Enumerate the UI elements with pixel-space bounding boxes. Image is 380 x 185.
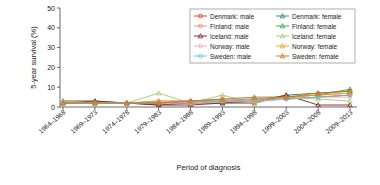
y-tick bbox=[57, 107, 60, 108]
legend-swatch bbox=[194, 26, 207, 27]
y-tick-label: 0 bbox=[51, 104, 55, 111]
point bbox=[220, 97, 225, 101]
legend-swatch bbox=[194, 56, 207, 57]
y-tick-label: 30 bbox=[47, 44, 55, 51]
legend-label: Iceland: female bbox=[292, 33, 336, 40]
point bbox=[316, 103, 321, 107]
legend-label: Finland: male bbox=[210, 23, 249, 30]
series-line bbox=[63, 91, 350, 103]
point bbox=[348, 103, 353, 107]
legend-marker bbox=[280, 24, 285, 28]
point bbox=[156, 91, 161, 95]
x-tick-label: 1984–1988 bbox=[165, 108, 195, 135]
legend: Denmark: male Denmark: female Finland: mal… bbox=[190, 9, 355, 63]
legend-marker bbox=[280, 34, 285, 38]
legend-label: Sweden: female bbox=[292, 53, 339, 60]
legend-marker bbox=[280, 54, 285, 58]
y-tick-label: 10 bbox=[47, 84, 55, 91]
legend-label: Finland: female bbox=[292, 23, 337, 30]
point bbox=[316, 95, 320, 99]
point bbox=[252, 95, 257, 99]
series-line bbox=[63, 89, 350, 103]
chart: 010203040501964–19681969–19731974–197819… bbox=[0, 0, 380, 185]
legend-swatch bbox=[276, 16, 289, 17]
x-tick-label: 1999–2003 bbox=[260, 108, 290, 135]
point bbox=[348, 89, 353, 93]
legend-swatch bbox=[276, 26, 289, 27]
legend-label: Norway: female bbox=[292, 43, 338, 51]
y-tick bbox=[57, 87, 60, 88]
legend-label: Norway: male bbox=[210, 43, 250, 51]
legend-marker bbox=[198, 34, 203, 38]
series-line bbox=[63, 95, 350, 103]
y-tick bbox=[57, 47, 60, 48]
point bbox=[188, 99, 193, 103]
y-tick-label: 40 bbox=[47, 24, 55, 31]
legend-marker bbox=[199, 24, 203, 28]
x-tick-label: 1994–1998 bbox=[229, 108, 259, 135]
y-tick bbox=[57, 8, 60, 9]
y-tick bbox=[57, 67, 60, 68]
legend-marker bbox=[199, 54, 203, 58]
legend-box bbox=[190, 9, 355, 63]
legend-marker bbox=[280, 14, 285, 18]
point bbox=[61, 101, 66, 105]
point bbox=[348, 99, 353, 103]
x-tick-label: 1989–1993 bbox=[197, 108, 227, 135]
x-tick-label: 1974–1978 bbox=[101, 108, 131, 135]
point bbox=[284, 95, 289, 99]
x-axis bbox=[60, 107, 357, 108]
point bbox=[124, 101, 129, 105]
point bbox=[316, 91, 321, 95]
x-tick-label: 1964–1968 bbox=[37, 108, 67, 135]
y-tick bbox=[57, 27, 60, 28]
x-axis-title: Period of diagnosis bbox=[177, 163, 241, 172]
legend-marker bbox=[199, 14, 203, 18]
x-tick-label: 2004–2008 bbox=[292, 108, 322, 135]
legend-swatch bbox=[276, 36, 289, 37]
legend-label: Sweden: male bbox=[210, 53, 252, 60]
legend-swatch bbox=[194, 36, 207, 37]
y-tick-label: 50 bbox=[47, 5, 55, 12]
y-axis-title: 5-year survival (%) bbox=[29, 26, 38, 89]
legend-swatch bbox=[194, 16, 207, 17]
point bbox=[93, 101, 98, 105]
y-axis bbox=[60, 8, 61, 107]
legend-marker bbox=[280, 44, 285, 48]
x-tick-label: 1969–1973 bbox=[69, 108, 99, 135]
plot-area bbox=[61, 87, 353, 107]
point bbox=[348, 93, 352, 97]
y-tick-label: 20 bbox=[47, 64, 55, 71]
legend-swatch bbox=[276, 56, 289, 57]
legend-label: Iceland: male bbox=[210, 33, 249, 40]
x-tick-label: 2009–2013 bbox=[324, 108, 354, 135]
point bbox=[156, 101, 161, 105]
legend-swatch bbox=[194, 46, 207, 47]
x-tick-label: 1979–1983 bbox=[133, 108, 163, 135]
legend-swatch bbox=[276, 46, 289, 47]
legend-label: Denmark: female bbox=[292, 13, 342, 20]
legend-marker bbox=[199, 44, 203, 48]
legend-label: Denmark: male bbox=[210, 13, 254, 20]
series-line bbox=[63, 91, 350, 105]
